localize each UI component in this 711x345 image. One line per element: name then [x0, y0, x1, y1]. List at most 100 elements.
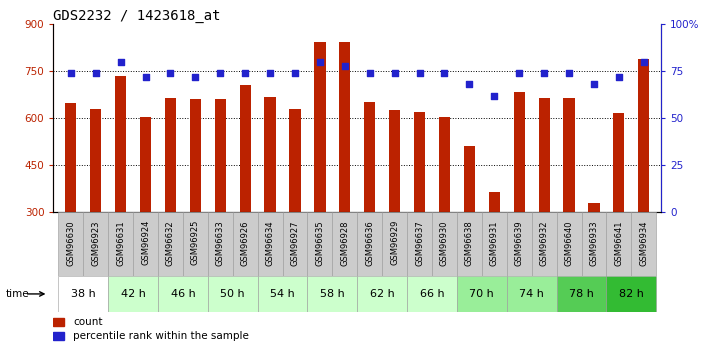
FancyBboxPatch shape — [58, 276, 108, 312]
Text: GSM96634: GSM96634 — [266, 220, 274, 266]
Bar — [289, 109, 301, 212]
Bar — [215, 99, 226, 212]
Text: 74 h: 74 h — [519, 289, 544, 299]
Text: GSM96635: GSM96635 — [316, 220, 324, 266]
FancyBboxPatch shape — [158, 212, 183, 276]
Text: GSM96640: GSM96640 — [565, 220, 574, 266]
Bar — [339, 42, 351, 212]
Point — [414, 70, 425, 76]
Text: GSM96931: GSM96931 — [490, 220, 499, 266]
Text: GSM96639: GSM96639 — [515, 220, 524, 266]
FancyBboxPatch shape — [108, 212, 133, 276]
Point — [65, 70, 77, 76]
Bar — [165, 98, 176, 212]
Point — [339, 63, 351, 68]
Point — [613, 74, 624, 80]
Text: 54 h: 54 h — [270, 289, 295, 299]
Text: GSM96638: GSM96638 — [465, 220, 474, 266]
FancyBboxPatch shape — [58, 212, 83, 276]
Text: 82 h: 82 h — [619, 289, 643, 299]
FancyBboxPatch shape — [482, 212, 507, 276]
Text: GSM96641: GSM96641 — [614, 220, 624, 266]
Text: GSM96928: GSM96928 — [341, 220, 349, 266]
Text: GSM96631: GSM96631 — [116, 220, 125, 266]
FancyBboxPatch shape — [606, 212, 631, 276]
FancyBboxPatch shape — [357, 212, 383, 276]
Bar — [53, 332, 64, 339]
Text: count: count — [73, 317, 102, 327]
FancyBboxPatch shape — [631, 212, 656, 276]
Point — [190, 74, 201, 80]
FancyBboxPatch shape — [307, 276, 357, 312]
Text: GSM96925: GSM96925 — [191, 220, 200, 266]
Text: GSM96923: GSM96923 — [91, 220, 100, 266]
FancyBboxPatch shape — [183, 212, 208, 276]
Text: GSM96636: GSM96636 — [365, 220, 374, 266]
Point — [439, 70, 450, 76]
Text: 62 h: 62 h — [370, 289, 395, 299]
Bar — [364, 102, 375, 212]
Point — [115, 59, 127, 65]
Bar — [90, 109, 101, 212]
FancyBboxPatch shape — [158, 276, 208, 312]
FancyBboxPatch shape — [208, 276, 257, 312]
FancyBboxPatch shape — [532, 212, 557, 276]
Bar — [614, 114, 624, 212]
Text: GSM96932: GSM96932 — [540, 220, 549, 266]
Bar — [264, 97, 276, 212]
Bar — [513, 91, 525, 212]
Text: GSM96637: GSM96637 — [415, 220, 424, 266]
Text: 78 h: 78 h — [569, 289, 594, 299]
Text: GSM96929: GSM96929 — [390, 220, 399, 266]
FancyBboxPatch shape — [332, 212, 357, 276]
Text: 42 h: 42 h — [121, 289, 146, 299]
Text: GSM96633: GSM96633 — [215, 220, 225, 266]
Text: GDS2232 / 1423618_at: GDS2232 / 1423618_at — [53, 9, 221, 23]
Text: percentile rank within the sample: percentile rank within the sample — [73, 331, 249, 341]
Point — [289, 70, 301, 76]
Text: time: time — [6, 289, 29, 299]
FancyBboxPatch shape — [282, 212, 307, 276]
FancyBboxPatch shape — [208, 212, 232, 276]
Text: GSM96926: GSM96926 — [240, 220, 250, 266]
FancyBboxPatch shape — [307, 212, 332, 276]
FancyBboxPatch shape — [432, 212, 457, 276]
FancyBboxPatch shape — [257, 212, 282, 276]
FancyBboxPatch shape — [582, 212, 606, 276]
FancyBboxPatch shape — [83, 212, 108, 276]
Text: 66 h: 66 h — [419, 289, 444, 299]
FancyBboxPatch shape — [557, 276, 606, 312]
Point — [215, 70, 226, 76]
FancyBboxPatch shape — [606, 276, 656, 312]
Point — [588, 81, 599, 87]
Point — [240, 70, 251, 76]
Bar — [140, 117, 151, 212]
Bar — [65, 104, 76, 212]
Bar — [439, 117, 450, 212]
Bar — [638, 59, 649, 212]
Point — [638, 59, 649, 65]
FancyBboxPatch shape — [507, 212, 532, 276]
Point — [538, 70, 550, 76]
Point — [563, 70, 574, 76]
FancyBboxPatch shape — [108, 276, 158, 312]
FancyBboxPatch shape — [257, 276, 307, 312]
Point — [364, 70, 375, 76]
FancyBboxPatch shape — [507, 276, 557, 312]
Text: 46 h: 46 h — [171, 289, 196, 299]
Bar — [414, 112, 425, 212]
Bar — [464, 146, 475, 212]
Text: GSM96930: GSM96930 — [440, 220, 449, 266]
Text: GSM96632: GSM96632 — [166, 220, 175, 266]
Text: GSM96924: GSM96924 — [141, 220, 150, 266]
Point — [513, 70, 525, 76]
Bar — [240, 85, 251, 212]
Bar — [563, 98, 574, 212]
Point — [314, 59, 326, 65]
FancyBboxPatch shape — [357, 276, 407, 312]
Text: 50 h: 50 h — [220, 289, 245, 299]
Bar — [389, 110, 400, 212]
Point — [464, 81, 475, 87]
FancyBboxPatch shape — [557, 212, 582, 276]
FancyBboxPatch shape — [407, 212, 432, 276]
